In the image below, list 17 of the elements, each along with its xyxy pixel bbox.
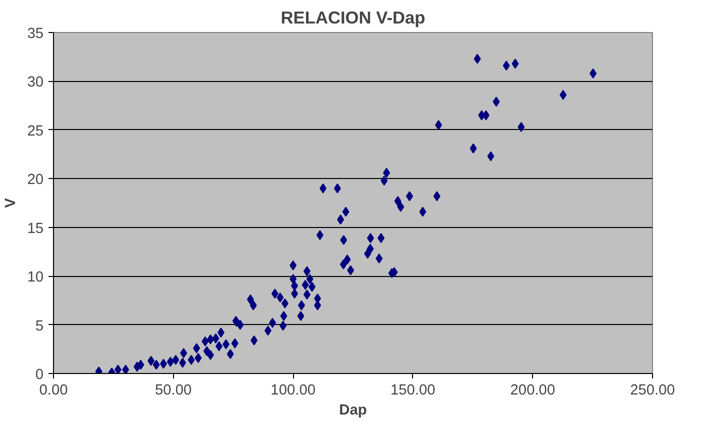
y-axis-title: V [3, 198, 20, 208]
x-tick-label: 150.00 [390, 382, 436, 398]
y-tick-label: 15 [27, 220, 44, 237]
y-tick-label: 25 [27, 123, 44, 140]
x-axis-title: Dap [339, 402, 367, 418]
x-tick-label: 50.00 [154, 382, 192, 398]
y-tick-label: 5 [35, 318, 44, 334]
x-tick-label: 250.00 [630, 382, 675, 398]
x-tick-label: 200.00 [510, 382, 556, 398]
y-tick-label: 35 [27, 26, 44, 42]
x-tick-label: 100.00 [270, 382, 316, 398]
chart-title: RELACION V-Dap [280, 8, 426, 28]
y-tick-label: 10 [27, 270, 44, 286]
y-tick-label: 20 [27, 172, 44, 188]
y-tick-label: 30 [27, 74, 44, 91]
x-tick-label: 0.00 [39, 382, 68, 398]
y-tick-label: 0 [35, 367, 44, 383]
